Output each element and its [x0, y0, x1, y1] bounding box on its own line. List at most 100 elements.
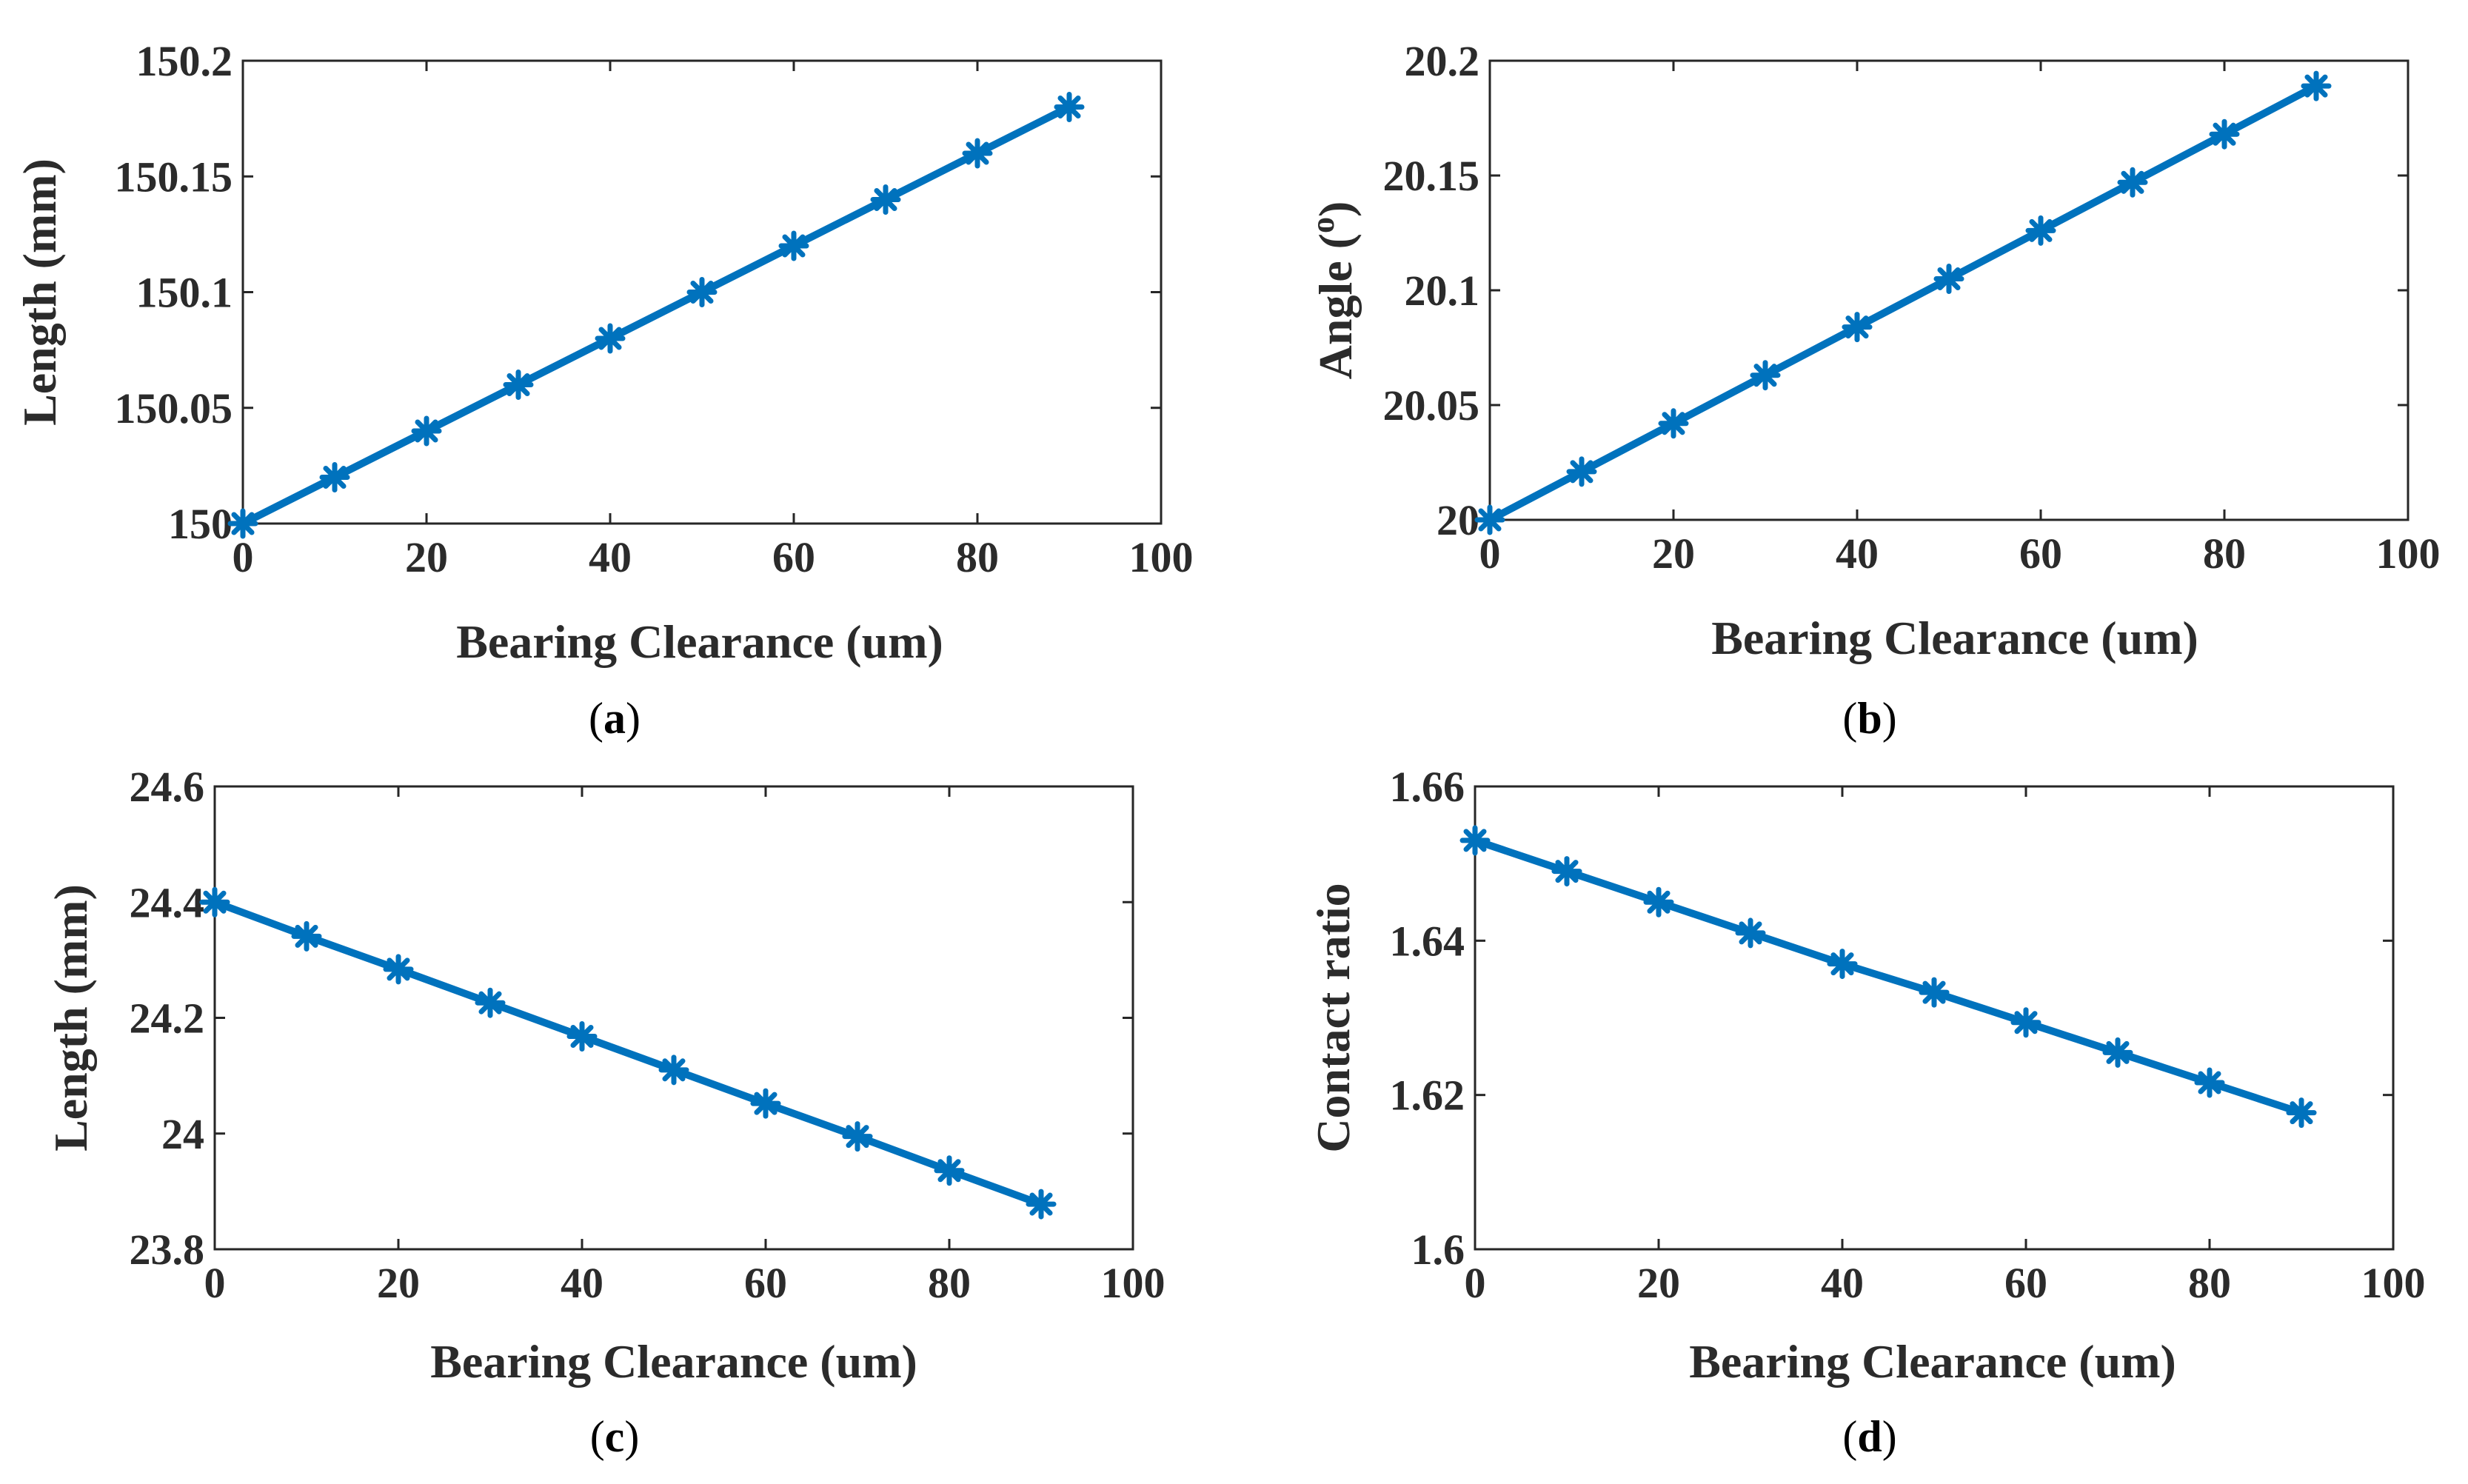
data-point-marker — [962, 138, 993, 169]
data-point-marker — [2209, 118, 2240, 150]
data-point-marker — [2010, 1007, 2041, 1038]
data-point-marker — [1474, 504, 1505, 535]
y-tick-label: 150.05 — [115, 384, 233, 432]
plot-frame — [1474, 785, 2395, 1251]
data-point-marker — [2117, 167, 2148, 198]
data-point-marker — [1551, 856, 1582, 887]
data-point-marker — [2301, 70, 2332, 101]
y-axis-label: Length (mm) — [44, 884, 97, 1152]
data-point-marker — [291, 920, 322, 952]
data-point-marker — [566, 1021, 598, 1052]
series-line — [1486, 82, 2320, 524]
data-point-marker — [1459, 825, 1491, 856]
x-tick-label: 100 — [1129, 533, 1194, 581]
y-tick-label: 24.4 — [130, 878, 205, 926]
y-tick-label: 150 — [168, 500, 233, 548]
x-tick-label: 100 — [2361, 1259, 2426, 1307]
x-axis-label: Bearing Clearance (um) — [1711, 612, 2198, 664]
data-point-marker — [199, 886, 230, 918]
x-tick-label: 60 — [772, 533, 815, 581]
data-point-marker — [1735, 918, 1766, 949]
data-point-marker — [686, 277, 718, 307]
x-axis-label: Bearing Clearance (um) — [1689, 1335, 2176, 1388]
panel-caption: (d) — [1842, 1412, 1896, 1461]
plot-frame — [213, 785, 1134, 1251]
y-tick-label: 1.64 — [1390, 917, 1465, 965]
x-tick-label: 0 — [233, 533, 254, 581]
data-point-marker — [870, 184, 901, 215]
y-tick-label: 20.15 — [1383, 152, 1480, 200]
series-line — [1471, 836, 2305, 1117]
x-tick-label: 60 — [2004, 1259, 2047, 1307]
y-tick-label: 23.8 — [130, 1226, 205, 1274]
x-tick-label: 0 — [1479, 529, 1501, 578]
x-tick-label: 80 — [2188, 1259, 2231, 1307]
data-point-marker — [475, 987, 506, 1018]
data-point-marker — [1933, 264, 1964, 294]
x-tick-label: 80 — [2203, 529, 2246, 578]
x-tick-label: 80 — [928, 1259, 971, 1307]
panel-caption: (b) — [1842, 694, 1896, 743]
data-point-marker — [2102, 1037, 2133, 1068]
x-tick-label: 40 — [1821, 1259, 1864, 1307]
y-axis-label: Contact ratio — [1307, 883, 1360, 1152]
data-point-marker — [1750, 360, 1781, 391]
y-tick-label: 24.2 — [130, 995, 205, 1043]
series-line — [239, 103, 1073, 527]
y-tick-label: 20.2 — [1405, 37, 1480, 85]
data-point-marker — [842, 1121, 873, 1152]
y-tick-label: 1.62 — [1390, 1072, 1465, 1120]
panel-d: 0 20 40 60 80 100 1.6 1.62 1.64 1.66 Bearing Clear… — [1307, 763, 2426, 1461]
x-tick-label: 40 — [1836, 529, 1879, 578]
panel-a: 0 20 40 60 80 100 150 150.05 150.1 150.15 150.2 Bea… — [13, 37, 1194, 743]
x-tick-label: 20 — [1652, 529, 1695, 578]
y-tick-label: 1.66 — [1390, 763, 1465, 811]
data-point-marker — [934, 1155, 965, 1186]
x-axis-label: Bearing Clearance (um) — [456, 615, 943, 668]
y-tick-label: 24 — [161, 1110, 204, 1158]
data-point-marker — [1842, 312, 1873, 343]
panel-b: 0 20 40 60 80 1002020.0520.120.1520.2Bearing … — [1305, 37, 2441, 743]
x-tick-label: 20 — [1637, 1259, 1680, 1307]
series-line — [211, 898, 1045, 1209]
x-axis-label: Bearing Clearance (um) — [430, 1335, 917, 1388]
data-point-marker — [1658, 408, 1689, 439]
data-point-marker — [2194, 1067, 2225, 1098]
x-tick-label: 100 — [2376, 529, 2441, 578]
data-point-marker — [1827, 949, 1858, 980]
data-point-marker — [383, 954, 414, 985]
y-tick-label: 20.1 — [1405, 267, 1480, 315]
data-point-marker — [1566, 456, 1597, 487]
x-tick-label: 40 — [589, 533, 632, 581]
data-point-marker — [778, 230, 809, 261]
data-point-marker — [658, 1054, 689, 1086]
y-axis-label: Length (mm) — [13, 158, 66, 426]
data-point-marker — [1054, 92, 1085, 122]
y-axis-label: Angle (o) — [1305, 201, 1362, 380]
x-tick-label: 0 — [204, 1259, 226, 1307]
x-tick-label: 60 — [744, 1259, 787, 1307]
y-tick-label: 150.15 — [115, 153, 233, 201]
panel-c: 0 20 40 60 80 100 23.8 24 24.2 24.4 24.6 Bearing Cl… — [44, 763, 1166, 1461]
y-tick-label: 1.6 — [1411, 1226, 1465, 1274]
data-point-marker — [1643, 886, 1674, 918]
x-tick-label: 20 — [405, 533, 448, 581]
y-tick-label: 20.05 — [1383, 381, 1480, 430]
data-point-marker — [1026, 1189, 1057, 1220]
y-tick-label: 150.1 — [136, 269, 233, 317]
x-tick-label: 60 — [2019, 529, 2062, 578]
data-point-marker — [2286, 1097, 2317, 1129]
y-tick-label: 24.6 — [130, 763, 205, 811]
panel-caption: (a) — [589, 694, 641, 743]
data-point-marker — [2025, 215, 2056, 246]
data-point-marker — [503, 370, 534, 400]
x-tick-label: 40 — [561, 1259, 603, 1307]
x-tick-label: 80 — [956, 533, 999, 581]
data-point-marker — [319, 462, 350, 492]
y-tick-label: 150.2 — [136, 37, 233, 85]
data-point-marker — [227, 508, 258, 539]
x-tick-label: 100 — [1101, 1259, 1166, 1307]
data-point-marker — [411, 415, 442, 447]
y-tick-label: 20 — [1437, 496, 1479, 544]
x-tick-label: 0 — [1465, 1259, 1486, 1307]
